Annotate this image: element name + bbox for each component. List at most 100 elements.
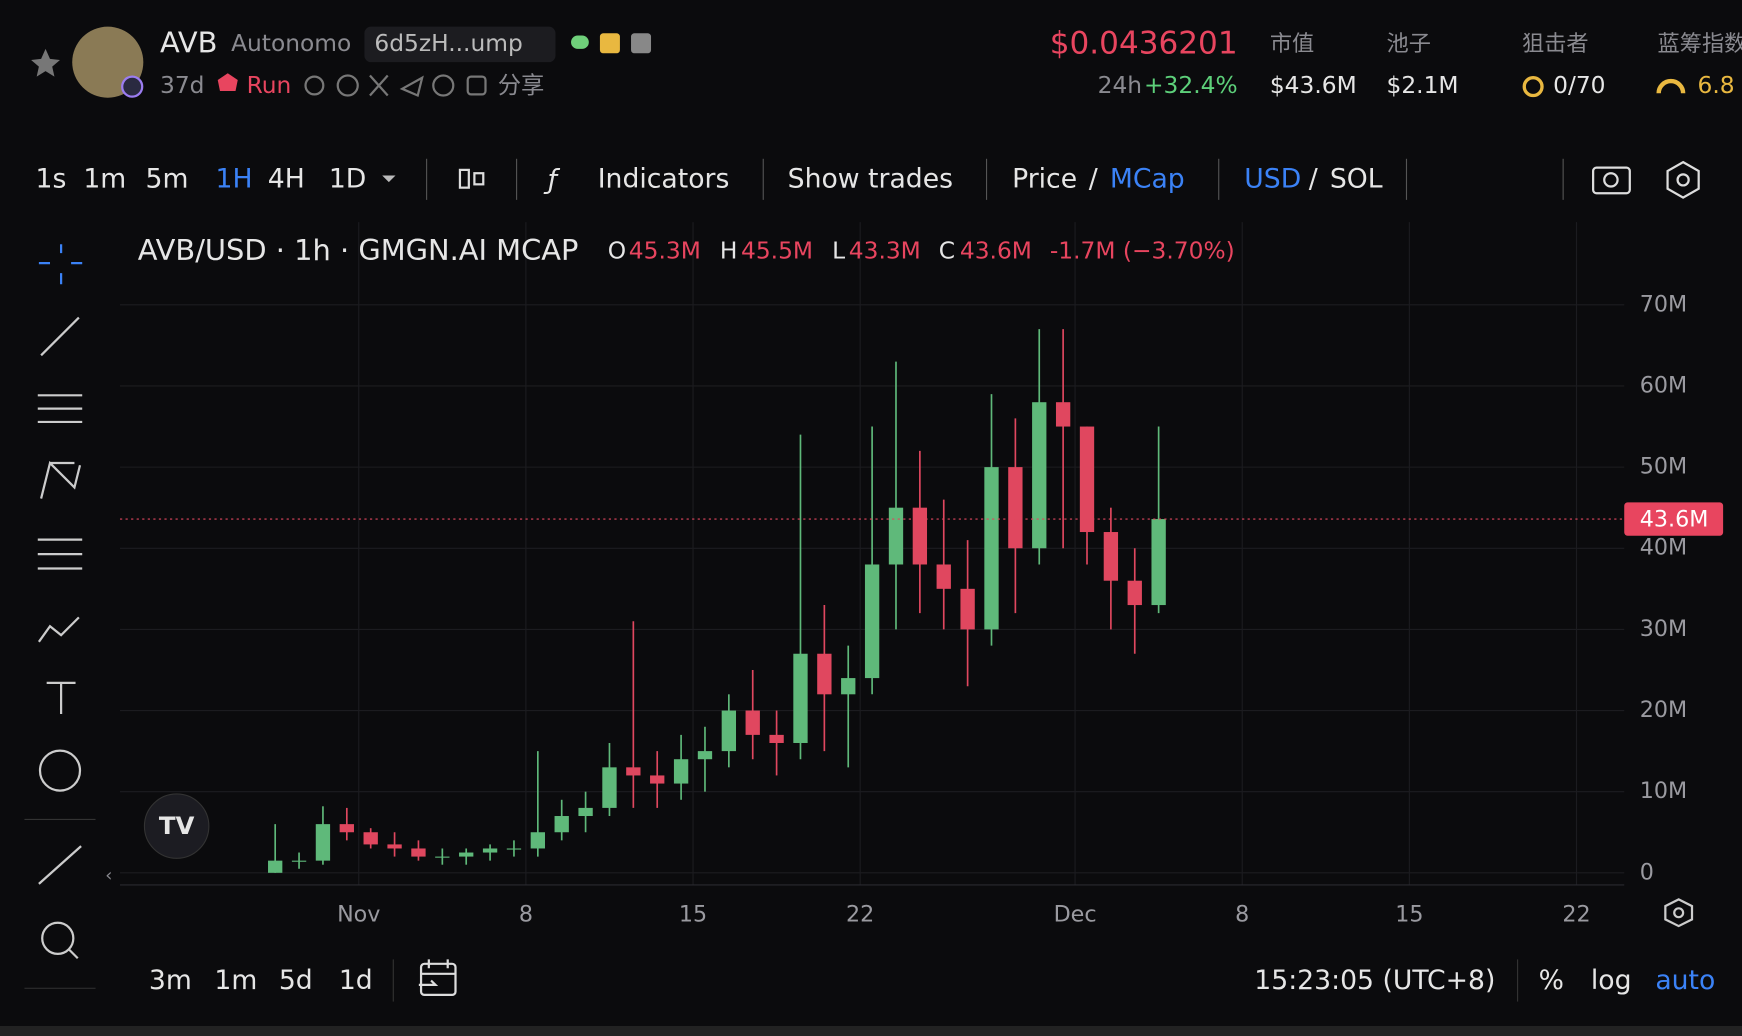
y-tick-label: 0 — [1640, 859, 1654, 885]
run[interactable]: Run — [247, 72, 292, 99]
log-toggle[interactable]: log — [1591, 965, 1632, 996]
usd-toggle[interactable]: USD — [1244, 163, 1301, 194]
candle-body — [864, 564, 880, 679]
candle-body — [888, 507, 904, 565]
interval[interactable]: 4H — [268, 163, 305, 194]
interval[interactable]: 1m — [83, 163, 126, 194]
candle-body — [745, 710, 760, 735]
legend-h: 45.5M — [741, 238, 813, 265]
range[interactable]: 5d — [279, 965, 313, 996]
candle-body — [387, 844, 402, 849]
interval[interactable]: 5m — [146, 163, 189, 194]
legend-c-label: C — [939, 238, 955, 265]
bot-icon — [631, 33, 652, 54]
candle-body — [984, 467, 999, 630]
bluechip-icon — [1656, 78, 1686, 94]
token-name: Autonomo — [231, 30, 351, 57]
mcap-toggle[interactable]: MCap — [1110, 163, 1185, 194]
x-tick-label: 15 — [1395, 901, 1423, 927]
range[interactable]: 1d — [339, 965, 373, 996]
date-range-icon[interactable] — [418, 959, 457, 997]
mcap-label: 市值 — [1270, 31, 1314, 57]
price-toggle[interactable]: Price — [1012, 163, 1077, 194]
candle-body — [291, 860, 307, 862]
address-box[interactable] — [364, 26, 556, 63]
social-icons[interactable] — [304, 74, 487, 98]
candle-body — [841, 678, 856, 695]
interval-dropdown[interactable] — [382, 175, 396, 183]
show-trades[interactable]: Show trades — [788, 163, 953, 194]
candle-body — [697, 751, 713, 760]
y-tick-label: 40M — [1640, 535, 1687, 561]
candle-body — [1055, 402, 1071, 427]
change: +32.4% — [1144, 72, 1238, 99]
legend-symbol: AVB/USD · 1h · GMGN.AI MCAP — [138, 233, 579, 267]
candle-body — [960, 588, 975, 630]
x-tick-label: Dec — [1054, 901, 1097, 927]
holders-icon — [599, 33, 620, 54]
candle-body — [411, 848, 426, 857]
pool: $2.1M — [1386, 72, 1458, 99]
legend-change: -1.7M (−3.70%) — [1050, 238, 1235, 265]
candle-body — [530, 832, 545, 849]
candle-body — [721, 710, 737, 752]
legend-l-label: L — [832, 238, 845, 265]
collapse-toggle[interactable]: ‹ — [105, 866, 112, 886]
bluechip-label: 蓝筹指数 — [1658, 31, 1742, 57]
last-price-label: 43.6M — [1640, 507, 1709, 533]
y-tick-label: 50M — [1640, 454, 1687, 480]
separator: / — [1089, 163, 1098, 194]
address[interactable]: 6d5zH...ump — [374, 30, 522, 57]
snipers-label[interactable]: 狙击者 — [1522, 31, 1589, 57]
interval[interactable]: 1H — [216, 163, 253, 194]
interval[interactable]: 1s — [36, 163, 67, 194]
candle-body — [650, 775, 665, 784]
indicators[interactable]: Indicators — [598, 163, 730, 194]
settings-icon[interactable] — [1666, 160, 1700, 199]
legend-l: 43.3M — [849, 238, 921, 265]
candle-body — [482, 848, 498, 853]
x-tick-label: 22 — [1562, 901, 1590, 927]
interval[interactable]: 1D — [329, 163, 366, 194]
snipers: 0/70 — [1553, 72, 1605, 99]
range[interactable]: 3m — [149, 965, 192, 996]
snapshot-icon[interactable] — [1592, 166, 1631, 195]
candle-body — [339, 824, 354, 833]
candle-body — [626, 767, 641, 776]
candle-body — [769, 734, 784, 743]
axis-settings-icon[interactable] — [1664, 898, 1694, 928]
y-tick-label: 20M — [1640, 697, 1687, 723]
candle-body — [268, 860, 283, 873]
share[interactable]: 分享 — [498, 72, 545, 99]
candle-body — [1127, 580, 1142, 606]
fx-icon[interactable]: ƒ — [543, 164, 561, 195]
x-tick-label: 8 — [1235, 901, 1249, 927]
last-price-box — [1624, 502, 1724, 536]
symbol: AVB — [160, 25, 217, 59]
age: 37d — [160, 72, 204, 99]
change-label: 24h — [1098, 72, 1142, 99]
toolbar-separators — [426, 158, 1564, 200]
price: $0.0436201 — [1050, 25, 1238, 61]
candle-body — [912, 507, 928, 565]
range[interactable]: 1m — [214, 965, 257, 996]
percent-toggle[interactable]: % — [1539, 965, 1564, 996]
sol-toggle[interactable]: SOL — [1330, 163, 1383, 194]
candle-type-icon[interactable] — [458, 168, 485, 189]
snipers-icon — [1522, 76, 1544, 98]
candle-body — [578, 807, 593, 817]
drawing-tools[interactable] — [37, 244, 83, 960]
x-tick-label: Nov — [337, 901, 380, 927]
auto-toggle[interactable]: auto — [1655, 965, 1715, 996]
candle-body — [602, 767, 617, 808]
candle-body — [1032, 402, 1047, 549]
tradingview-logo[interactable] — [143, 793, 210, 859]
pool-label: 池子 — [1386, 31, 1430, 57]
candle-body — [435, 856, 450, 858]
x-tick-label: 15 — [679, 901, 707, 927]
favorite-icon[interactable] — [31, 48, 60, 77]
mcap: $43.6M — [1270, 72, 1357, 99]
legend-o: 45.3M — [629, 238, 701, 265]
